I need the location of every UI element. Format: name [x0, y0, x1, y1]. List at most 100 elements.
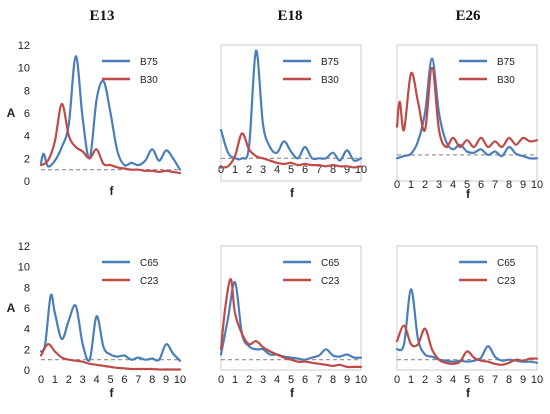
y-tick-label: 8	[24, 282, 30, 294]
x-tick-label: 1	[408, 179, 414, 191]
x-tick-label: 2	[246, 164, 252, 176]
series-line-c23	[219, 277, 363, 369]
x-tick-label: 9	[520, 374, 526, 386]
chart-panel-3: E26 0 1 2 3 4 5 6 7 8 9 10 f B75 B30	[394, 8, 543, 201]
x-tick-label: 0	[218, 374, 224, 386]
x-axis-title: f	[466, 386, 471, 400]
column-title: E18	[277, 8, 302, 24]
plot-frame	[220, 245, 362, 371]
legend-label: B75	[497, 57, 515, 68]
legend-label: B30	[140, 75, 158, 86]
legend-label: C65	[321, 258, 340, 269]
x-tick-label: 3	[260, 164, 266, 176]
legend-label: C65	[140, 258, 159, 269]
chart-panel-1: E13 0 2 4 6 8 10 12 Af B75 B30	[7, 8, 182, 198]
x-tick-label: 2	[422, 374, 428, 386]
x-tick-label: 4	[450, 374, 456, 386]
x-tick-label: 9	[344, 164, 350, 176]
x-tick-label: 6	[478, 179, 484, 191]
y-axis-title: A	[7, 301, 16, 315]
y-tick-label: 2	[24, 153, 30, 165]
x-tick-label: 2	[66, 374, 72, 386]
x-tick-label: 3	[260, 374, 266, 386]
x-tick-label: 8	[330, 164, 336, 176]
y-tick-label: 10	[18, 262, 30, 274]
legend-label: C23	[497, 276, 516, 287]
x-tick-label: 0	[394, 179, 400, 191]
legend-label: B30	[321, 75, 339, 86]
chart-panel-6: 0 1 2 3 4 5 6 7 8 9 10 f C65 C23	[394, 245, 543, 400]
x-tick-label: 7	[492, 179, 498, 191]
x-tick-label: 10	[355, 374, 367, 386]
x-tick-label: 0	[394, 374, 400, 386]
x-tick-label: 4	[450, 179, 456, 191]
y-tick-label: 6	[24, 303, 30, 315]
legend-label: B75	[140, 57, 158, 68]
x-tick-label: 2	[246, 374, 252, 386]
x-tick-label: 4	[274, 164, 280, 176]
x-tick-label: 4	[94, 374, 100, 386]
column-title: E26	[455, 8, 481, 24]
y-axis-title: A	[7, 106, 16, 120]
y-tick-label: 8	[24, 85, 30, 97]
x-axis-title: f	[110, 386, 115, 400]
x-tick-label: 5	[288, 164, 294, 176]
series-line-c65	[219, 281, 363, 361]
plot-frame	[396, 44, 538, 182]
x-tick-label: 6	[302, 374, 308, 386]
x-tick-label: 1	[408, 374, 414, 386]
y-tick-label: 10	[18, 63, 30, 75]
x-tick-label: 3	[80, 374, 86, 386]
x-tick-label: 7	[316, 374, 322, 386]
x-tick-label: 9	[344, 374, 350, 386]
x-tick-label: 3	[436, 374, 442, 386]
legend-label: C65	[497, 258, 516, 269]
series-line-b75	[395, 57, 539, 160]
y-tick-label: 6	[24, 108, 30, 120]
series-line-c65	[39, 293, 182, 362]
x-tick-label: 5	[464, 179, 470, 191]
x-tick-label: 10	[531, 374, 543, 386]
x-tick-label: 8	[330, 374, 336, 386]
chart-panel-5: 0 1 2 3 4 5 6 7 8 9 10 f C65 C23	[218, 245, 367, 400]
x-tick-label: 7	[492, 374, 498, 386]
x-tick-label: 9	[163, 374, 169, 386]
series-line-b30	[395, 66, 539, 149]
x-tick-label: 7	[316, 164, 322, 176]
y-tick-label: 0	[24, 176, 30, 188]
legend-label: C23	[321, 276, 340, 287]
x-tick-label: 9	[520, 179, 526, 191]
x-tick-label: 8	[506, 179, 512, 191]
x-tick-label: 6	[478, 374, 484, 386]
x-tick-label: 6	[302, 164, 308, 176]
x-tick-label: 1	[52, 374, 58, 386]
x-tick-label: 0	[38, 374, 44, 386]
x-tick-label: 2	[422, 179, 428, 191]
legend-label: B75	[321, 57, 339, 68]
x-tick-label: 3	[436, 179, 442, 191]
x-axis-title: f	[290, 386, 295, 400]
x-tick-label: 1	[232, 374, 238, 386]
x-tick-label: 10	[531, 179, 543, 191]
x-tick-label: 6	[121, 374, 127, 386]
x-tick-label: 0	[218, 164, 224, 176]
x-tick-label: 8	[506, 374, 512, 386]
series-line-b75	[39, 55, 182, 171]
series-line-b75	[219, 49, 363, 162]
y-tick-label: 4	[24, 324, 30, 336]
x-tick-label: 5	[107, 374, 113, 386]
series-line-b30	[39, 102, 182, 175]
x-axis-title: f	[466, 187, 471, 201]
x-tick-label: 7	[135, 374, 141, 386]
x-tick-label: 1	[232, 164, 238, 176]
x-tick-label: 5	[464, 374, 470, 386]
series-line-b30	[219, 132, 363, 169]
x-axis-title: f	[110, 184, 115, 198]
x-tick-label: 4	[274, 374, 280, 386]
y-tick-label: 12	[18, 40, 30, 52]
x-tick-label: 8	[149, 374, 155, 386]
x-tick-label: 10	[174, 374, 186, 386]
